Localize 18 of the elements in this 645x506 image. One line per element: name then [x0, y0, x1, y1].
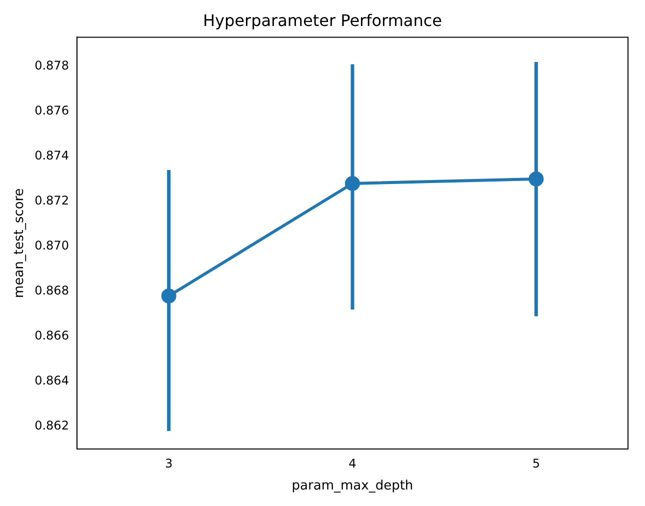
point	[344, 176, 360, 191]
y-tick-label: 0.870	[34, 238, 69, 253]
y-tick-label: 0.874	[34, 148, 69, 163]
y-tick-label: 0.872	[34, 194, 69, 208]
x-tick-label: 4	[348, 456, 356, 470]
y-tick-label: 0.868	[34, 284, 69, 298]
y-tick-label: 0.862	[34, 418, 69, 433]
x-tick-label: 5	[532, 456, 540, 470]
point	[528, 171, 544, 186]
point	[161, 288, 176, 304]
y-tick-label: 0.866	[34, 328, 69, 343]
x-tick-label: 3	[164, 456, 173, 470]
x-axis-title: param_max_depth	[292, 478, 414, 494]
y-tick-label: 0.876	[34, 104, 69, 118]
chart-title: Hyperparameter Performance	[202, 10, 442, 30]
y-axis-title: mean_test_score	[12, 188, 28, 298]
y-tick-label: 0.878	[34, 58, 69, 73]
y-tick-label: 0.864	[34, 374, 69, 388]
